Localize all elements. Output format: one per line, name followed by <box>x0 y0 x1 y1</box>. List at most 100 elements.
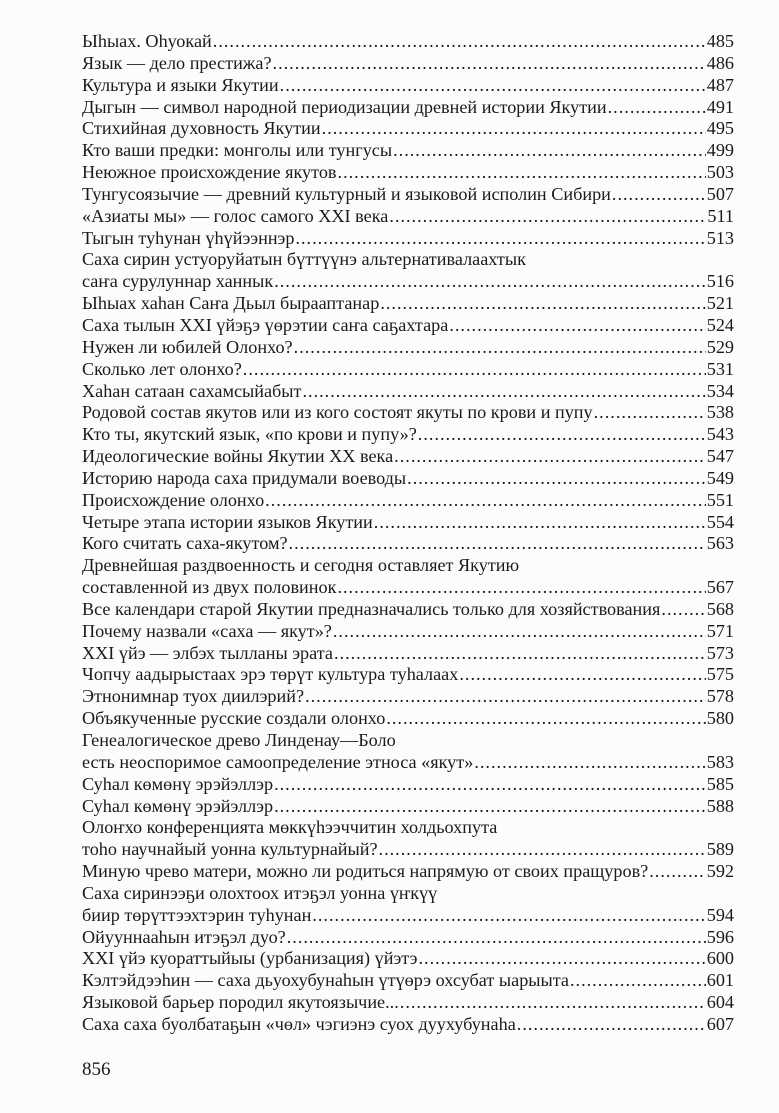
toc-entry-title: Историю народа саха придумали воеводы <box>82 467 407 488</box>
toc-entry-page: 549 <box>706 467 734 488</box>
dot-leader <box>295 228 705 250</box>
toc-entry-title: Олоҥхо конференциятa мөккүhээччитин холд… <box>82 817 498 838</box>
toc-entry-title: Кэлтэйдээhин — саха дьуохубунаhын үтүөрэ… <box>82 970 569 991</box>
dot-leader <box>449 315 705 337</box>
dot-leader <box>612 184 706 206</box>
page-number: 856 <box>82 1059 111 1080</box>
toc-entry-page: 521 <box>706 293 734 314</box>
toc-entry-title: Древнейшая раздвоенность и сегодня остав… <box>82 555 520 576</box>
dot-leader <box>418 948 705 970</box>
toc-entry: Все календари старой Якутии предназначал… <box>82 599 734 621</box>
toc-entry: Сколько лет олонхо? 531 <box>82 359 734 381</box>
toc-entry-page: 588 <box>706 795 734 816</box>
toc-entry: XXI үйэ куораттыйыы (урбанизация) үйэтэ 6… <box>82 948 734 970</box>
toc-entry-page: 486 <box>706 52 734 73</box>
toc-entry-title: Объякученные русские создали олонхо <box>82 708 386 729</box>
toc-entry: Кто ваши предки: монголы или тунгусы 499 <box>82 140 734 162</box>
table-of-contents: Ыhыах. Оhуокай 485 Язык — дело престижа? 48… <box>82 31 734 1036</box>
toc-entry-title: Дыгын — символ народной периодизации дре… <box>82 96 607 117</box>
dot-leader <box>333 621 706 643</box>
toc-entry: Кто ты, якутский язык, «по крови и пупу»… <box>82 424 734 446</box>
dot-leader <box>608 97 706 119</box>
dot-leader <box>379 839 706 861</box>
toc-entry-page: 575 <box>706 664 734 685</box>
toc-entry: Саха сиринээҕи олохтоох итэҕэл уонна үҥк… <box>82 883 734 905</box>
dot-leader <box>265 490 706 512</box>
toc-entry: Четыре этапа истории языков Якутии 554 <box>82 512 734 534</box>
dot-leader <box>294 337 706 359</box>
toc-entry-title: Этнонимнар туох диилэрий? <box>82 686 305 707</box>
dot-leader <box>302 381 705 403</box>
dot-leader <box>418 424 706 446</box>
toc-entry-title: Кого считать саха-якутом? <box>82 533 288 554</box>
toc-entry: Идеологические войны Якутии XX века 547 <box>82 446 734 468</box>
toc-entry: Суhал көмөнү эрэйэллэр 588 <box>82 796 734 818</box>
toc-entry: Почему назвали «саха — якут»? 571 <box>82 621 734 643</box>
toc-entry-title: «Азиаты мы» — голос самого XXI века <box>82 205 389 226</box>
toc-entry: биир төрүттээхтэрин туhунан 594 <box>82 905 734 927</box>
toc-entry: тоhо научнайый уонна культурнайый? 589 <box>82 839 734 861</box>
toc-entry-title: Ойууннааhын итэҕэл дуо? <box>82 926 286 947</box>
toc-entry: Древнейшая раздвоенность и сегодня остав… <box>82 555 734 577</box>
toc-entry-title: Происхождение олонхо <box>82 489 265 510</box>
toc-entry-title: Тунгусоязычие — древний культурный и язы… <box>82 183 611 204</box>
toc-entry-page: 529 <box>706 336 734 357</box>
toc-entry-title: Стихийная духовность Якутии <box>82 118 321 139</box>
dot-leader <box>649 861 705 883</box>
toc-entry-title: Идеологические войны Якутии XX века <box>82 446 394 467</box>
toc-entry-title: Чопчу аадырыстаах эрэ төрүт культура туh… <box>82 664 459 685</box>
toc-entry: Суhал көмөнү эрэйэллэр 585 <box>82 774 734 796</box>
toc-entry: Дыгын — символ народной периодизации дре… <box>82 97 734 119</box>
toc-entry: составленной из двух половинок 567 <box>82 577 734 599</box>
toc-entry-title: Четыре этапа истории языков Якутии <box>82 511 373 532</box>
toc-entry-page: 534 <box>706 380 734 401</box>
dot-leader <box>517 1014 706 1036</box>
toc-entry-page: 573 <box>706 642 734 663</box>
toc-entry-title: Саха сирин устуоруйатын бүттүүнэ альтерн… <box>82 249 526 270</box>
dot-leader <box>570 970 706 992</box>
dot-leader <box>280 75 706 97</box>
toc-entry: Олоҥхо конференциятa мөккүhээччитин холд… <box>82 817 734 839</box>
toc-entry-page: 563 <box>706 533 734 554</box>
toc-entry-page: 516 <box>706 271 734 292</box>
dot-leader <box>407 468 706 490</box>
toc-entry: Этнонимнар туох диилэрий? 578 <box>82 686 734 708</box>
toc-entry-page: 604 <box>706 992 734 1013</box>
toc-entry-title: Кто ваши предки: монголы или тунгусы <box>82 140 393 161</box>
dot-leader <box>274 796 706 818</box>
toc-entry-page: 543 <box>706 424 734 445</box>
toc-entry: Языковой барьер породил якутоязычие... 60… <box>82 992 734 1014</box>
toc-entry: Стихийная духовность Якутии 495 <box>82 118 734 140</box>
toc-entry-page: 531 <box>706 358 734 379</box>
toc-entry-page: 594 <box>706 904 734 925</box>
toc-entry: Саха сирин устуоруйатын бүттүүнэ альтерн… <box>82 249 734 271</box>
toc-entry-page: 503 <box>706 162 734 183</box>
toc-entry-page: 596 <box>706 926 734 947</box>
toc-entry-title: Суhал көмөнү эрэйэллэр <box>82 795 274 816</box>
toc-entry-title: Нужен ли юбилей Олонхо? <box>82 336 293 357</box>
toc-entry: есть неоспоримое самоопределение этноса … <box>82 752 734 774</box>
toc-entry-title: Языковой барьер породил якутоязычие... <box>82 992 399 1013</box>
toc-entry: Ыhыах. Оhуокай 485 <box>82 31 734 53</box>
toc-entry-page: 491 <box>706 96 734 117</box>
toc-entry-page: 567 <box>706 577 734 598</box>
toc-entry: XXI үйэ — элбэх тылланы эрата 573 <box>82 643 734 665</box>
toc-entry-page: 580 <box>706 708 734 729</box>
toc-entry-page: 499 <box>706 140 734 161</box>
toc-entry-title: Все календари старой Якутии предназначал… <box>82 598 661 619</box>
toc-entry-page: 607 <box>706 1013 734 1034</box>
toc-entry-title: Саха саха буолбатаҕын «чөл» чэгиэнэ суох… <box>82 1013 516 1034</box>
toc-entry: Родовой состав якутов или из кого состоя… <box>82 402 734 424</box>
toc-entry: Происхождение олонхо 551 <box>82 490 734 512</box>
toc-entry-page: 538 <box>706 402 734 423</box>
dot-leader <box>393 140 706 162</box>
toc-entry-page: 571 <box>706 620 734 641</box>
dot-leader <box>594 402 706 424</box>
dot-leader <box>338 162 706 184</box>
toc-entry-title: Саха тылын XXI үйэҕэ үөрэтии саҥа саҕахт… <box>82 314 449 335</box>
toc-entry: Тунгусоязычие — древний культурный и язы… <box>82 184 734 206</box>
dot-leader <box>661 599 705 621</box>
toc-entry-page: 578 <box>706 686 734 707</box>
toc-entry-page: 511 <box>707 205 734 226</box>
dot-leader <box>459 664 705 686</box>
